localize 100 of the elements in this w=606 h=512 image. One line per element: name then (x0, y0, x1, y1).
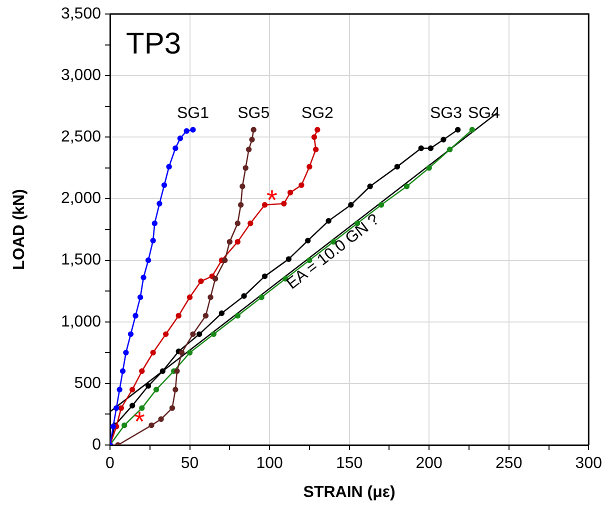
x-tick-label: 50 (180, 455, 199, 472)
point (306, 257, 312, 264)
x-tick-label: 300 (575, 455, 602, 472)
x-tick-label: 100 (256, 455, 283, 472)
point (454, 126, 461, 133)
y-tick-label: 2,000 (60, 190, 102, 208)
text: EA = 10.0 GN ? (284, 211, 383, 293)
x-tick-label: 200 (416, 455, 443, 472)
point (440, 136, 446, 142)
series-label: SG4 (468, 105, 500, 122)
point (258, 294, 264, 300)
point (186, 350, 193, 356)
series-label: SG5 (238, 105, 270, 122)
point (234, 220, 240, 226)
point (234, 312, 240, 319)
point (166, 164, 172, 170)
point (262, 202, 268, 208)
point (148, 422, 154, 428)
point (404, 184, 410, 190)
y-tick-label: 1,500 (60, 252, 102, 269)
point (234, 238, 240, 245)
point (150, 350, 156, 356)
point (202, 312, 209, 319)
point (190, 126, 196, 133)
chart-title: TP3 (126, 27, 182, 60)
point (348, 202, 354, 208)
point (116, 386, 122, 392)
y-tick-label: 1,000 (60, 313, 102, 330)
point (137, 294, 144, 300)
point (186, 294, 193, 300)
point (128, 331, 134, 338)
point (218, 310, 225, 316)
point (118, 405, 124, 411)
point (287, 190, 294, 196)
y-tick-label: 3,500 (60, 5, 102, 22)
point (139, 405, 145, 411)
point (129, 402, 136, 408)
point (226, 238, 233, 245)
point (196, 331, 202, 338)
point (210, 331, 217, 338)
point (190, 331, 196, 338)
series-label: SG2 (301, 105, 334, 122)
y-tick-label: 2,500 (60, 128, 102, 146)
point (114, 405, 120, 411)
point (286, 256, 292, 262)
point (249, 136, 255, 142)
point (162, 331, 169, 338)
series-label: SG1 (176, 105, 210, 122)
point (304, 238, 311, 244)
point (174, 368, 180, 374)
point (418, 145, 424, 152)
point (184, 128, 190, 134)
point (378, 202, 384, 208)
point (240, 184, 246, 190)
point (314, 126, 320, 133)
x-tick-label: 250 (496, 455, 522, 472)
point (123, 350, 129, 356)
point (446, 146, 453, 152)
point (145, 257, 152, 264)
point (178, 350, 185, 356)
point (469, 126, 476, 133)
x-tick-label: 0 (106, 455, 115, 472)
point (238, 202, 244, 208)
point (122, 422, 128, 428)
point (394, 164, 400, 170)
point (212, 276, 218, 282)
point (161, 182, 168, 188)
point (311, 134, 318, 140)
point (132, 312, 138, 319)
point (306, 164, 312, 170)
point (176, 312, 182, 319)
point (139, 368, 145, 374)
y-tick-label: 500 (74, 374, 102, 392)
point (172, 145, 178, 152)
point (177, 136, 184, 142)
point (150, 238, 156, 244)
point (222, 257, 228, 264)
point (281, 200, 287, 206)
x-axis-title: STRAIN (με) (303, 484, 396, 501)
point (248, 220, 254, 226)
y-axis-title: LOAD (kN) (11, 189, 28, 270)
point (241, 293, 247, 299)
point (160, 368, 166, 374)
series-label: SG3 (430, 105, 462, 122)
annotation: * (266, 184, 278, 216)
point (129, 386, 136, 392)
point (262, 273, 268, 280)
point (172, 386, 178, 392)
point (250, 126, 256, 133)
point (156, 200, 162, 206)
point (242, 165, 248, 171)
point (169, 405, 176, 411)
point (208, 294, 214, 300)
point (145, 383, 152, 389)
point (152, 220, 158, 226)
y-tick-label: 3,000 (60, 66, 102, 84)
point (312, 146, 319, 152)
point (326, 218, 332, 224)
point (298, 182, 304, 188)
point (198, 278, 204, 284)
